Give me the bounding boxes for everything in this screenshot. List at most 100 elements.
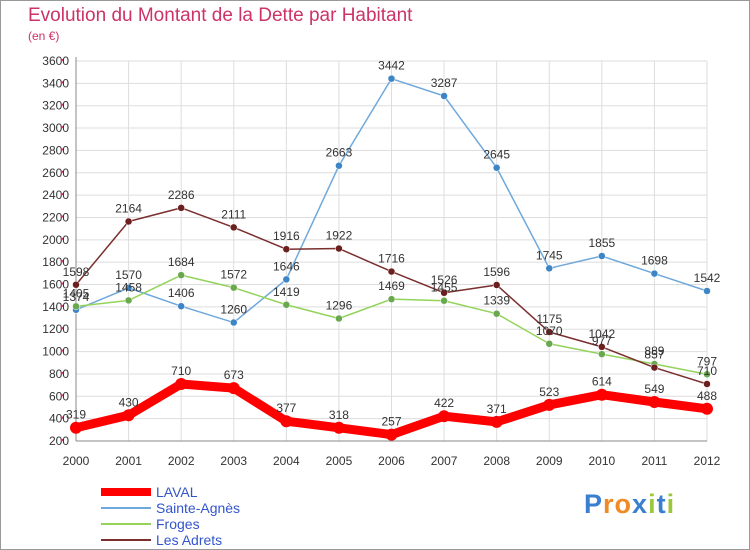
data-point xyxy=(72,302,80,311)
data-point xyxy=(595,388,608,401)
x-tick-label: 2008 xyxy=(483,454,510,468)
x-tick-label: 2011 xyxy=(642,454,668,468)
x-tick-label: 2005 xyxy=(326,454,353,468)
data-label: 614 xyxy=(592,375,612,389)
data-label: 1855 xyxy=(588,236,615,250)
y-tick-label: 3000 xyxy=(42,121,69,135)
data-point xyxy=(545,340,553,348)
data-label: 257 xyxy=(381,415,401,429)
legend-item-les-adrets: Les Adrets xyxy=(101,532,361,548)
data-point xyxy=(177,302,185,310)
data-label: 1296 xyxy=(326,299,353,313)
data-label: 1542 xyxy=(694,271,721,285)
y-tick-mark xyxy=(61,237,63,240)
y-tick-label: 3200 xyxy=(42,99,69,113)
y-tick-label: 1400 xyxy=(42,300,69,314)
data-point xyxy=(387,267,396,276)
data-point xyxy=(124,296,133,305)
logo-letter: t xyxy=(656,489,667,519)
legend-item-laval: LAVAL xyxy=(101,484,361,500)
data-point xyxy=(335,244,343,253)
data-point xyxy=(282,301,291,309)
x-tick-label: 2006 xyxy=(378,454,405,468)
x-tick-label: 2000 xyxy=(63,454,90,468)
legend-item-sainte-agnes: Sainte-Agnès xyxy=(101,500,361,516)
data-point xyxy=(543,398,556,411)
y-tick-mark xyxy=(61,148,63,151)
logo-letter: P xyxy=(584,489,604,519)
x-tick-label: 2001 xyxy=(115,454,142,468)
data-label: 2111 xyxy=(221,207,246,221)
data-label: 371 xyxy=(487,402,507,416)
y-tick-mark xyxy=(61,81,63,84)
data-point xyxy=(650,363,659,372)
data-label: 1070 xyxy=(536,324,563,338)
y-tick-mark xyxy=(61,416,63,419)
data-point xyxy=(124,217,133,226)
data-label: 1598 xyxy=(63,265,90,279)
data-point xyxy=(335,161,343,170)
data-point xyxy=(440,289,448,297)
y-tick-label: 1800 xyxy=(42,255,69,269)
y-tick-mark xyxy=(61,304,63,307)
y-tick-label: 3400 xyxy=(42,76,69,90)
y-tick-label: 3600 xyxy=(42,54,69,68)
x-tick-label: 2009 xyxy=(536,454,563,468)
data-label: 319 xyxy=(66,408,86,422)
y-tick-mark xyxy=(61,349,63,352)
y-tick-label: 1000 xyxy=(42,345,69,359)
data-label: 523 xyxy=(539,385,559,399)
data-point xyxy=(438,410,451,423)
data-label: 2164 xyxy=(115,201,142,215)
data-label: 889 xyxy=(644,344,664,358)
x-tick-label: 2003 xyxy=(220,454,247,468)
logo-letter: i xyxy=(648,489,657,519)
x-tick-label: 2007 xyxy=(431,454,458,468)
legend-swatch-froges xyxy=(101,523,151,525)
data-label: 1596 xyxy=(483,265,510,279)
y-tick-mark xyxy=(61,103,63,106)
data-label: 1570 xyxy=(115,268,142,282)
data-point xyxy=(332,421,345,434)
data-label: 3442 xyxy=(378,59,405,73)
data-label: 1698 xyxy=(641,254,668,268)
y-tick-mark xyxy=(61,371,63,374)
data-label: 1916 xyxy=(273,229,300,243)
data-point xyxy=(124,284,133,292)
y-tick-label: 1200 xyxy=(42,322,69,336)
legend: LAVAL Sainte-Agnès Froges Les Adrets xyxy=(101,484,361,548)
legend-label-sainte-agnes: Sainte-Agnès xyxy=(156,500,241,516)
y-tick-label: 2800 xyxy=(42,143,69,157)
data-label: 488 xyxy=(697,389,717,403)
y-tick-mark xyxy=(61,215,63,218)
y-tick-mark xyxy=(61,59,63,61)
y-tick-mark xyxy=(61,327,63,330)
proxiti-logo: Proxiti xyxy=(584,489,675,520)
data-label: 1922 xyxy=(326,229,353,243)
y-tick-mark xyxy=(61,170,63,173)
x-tick-label: 2010 xyxy=(588,454,615,468)
data-label: 2663 xyxy=(326,146,353,160)
data-label: 710 xyxy=(171,364,191,378)
logo-letter: i xyxy=(666,489,676,519)
data-point xyxy=(440,92,448,100)
data-point xyxy=(72,281,80,289)
data-label: 318 xyxy=(329,408,349,422)
data-point xyxy=(230,223,238,232)
x-tick-label: 2012 xyxy=(694,454,721,468)
data-point xyxy=(492,163,501,172)
y-tick-label: 2400 xyxy=(42,188,69,202)
logo-letter: o xyxy=(614,489,633,519)
data-point xyxy=(648,395,661,408)
data-point xyxy=(545,328,553,336)
legend-label-laval: LAVAL xyxy=(156,484,198,500)
data-point xyxy=(440,296,448,305)
data-point xyxy=(492,281,501,289)
data-point xyxy=(598,343,606,351)
data-label: 549 xyxy=(644,382,664,396)
y-tick-label: 2000 xyxy=(42,233,69,247)
chart-subtitle: (en €) xyxy=(28,29,60,43)
y-tick-label: 600 xyxy=(49,389,69,403)
